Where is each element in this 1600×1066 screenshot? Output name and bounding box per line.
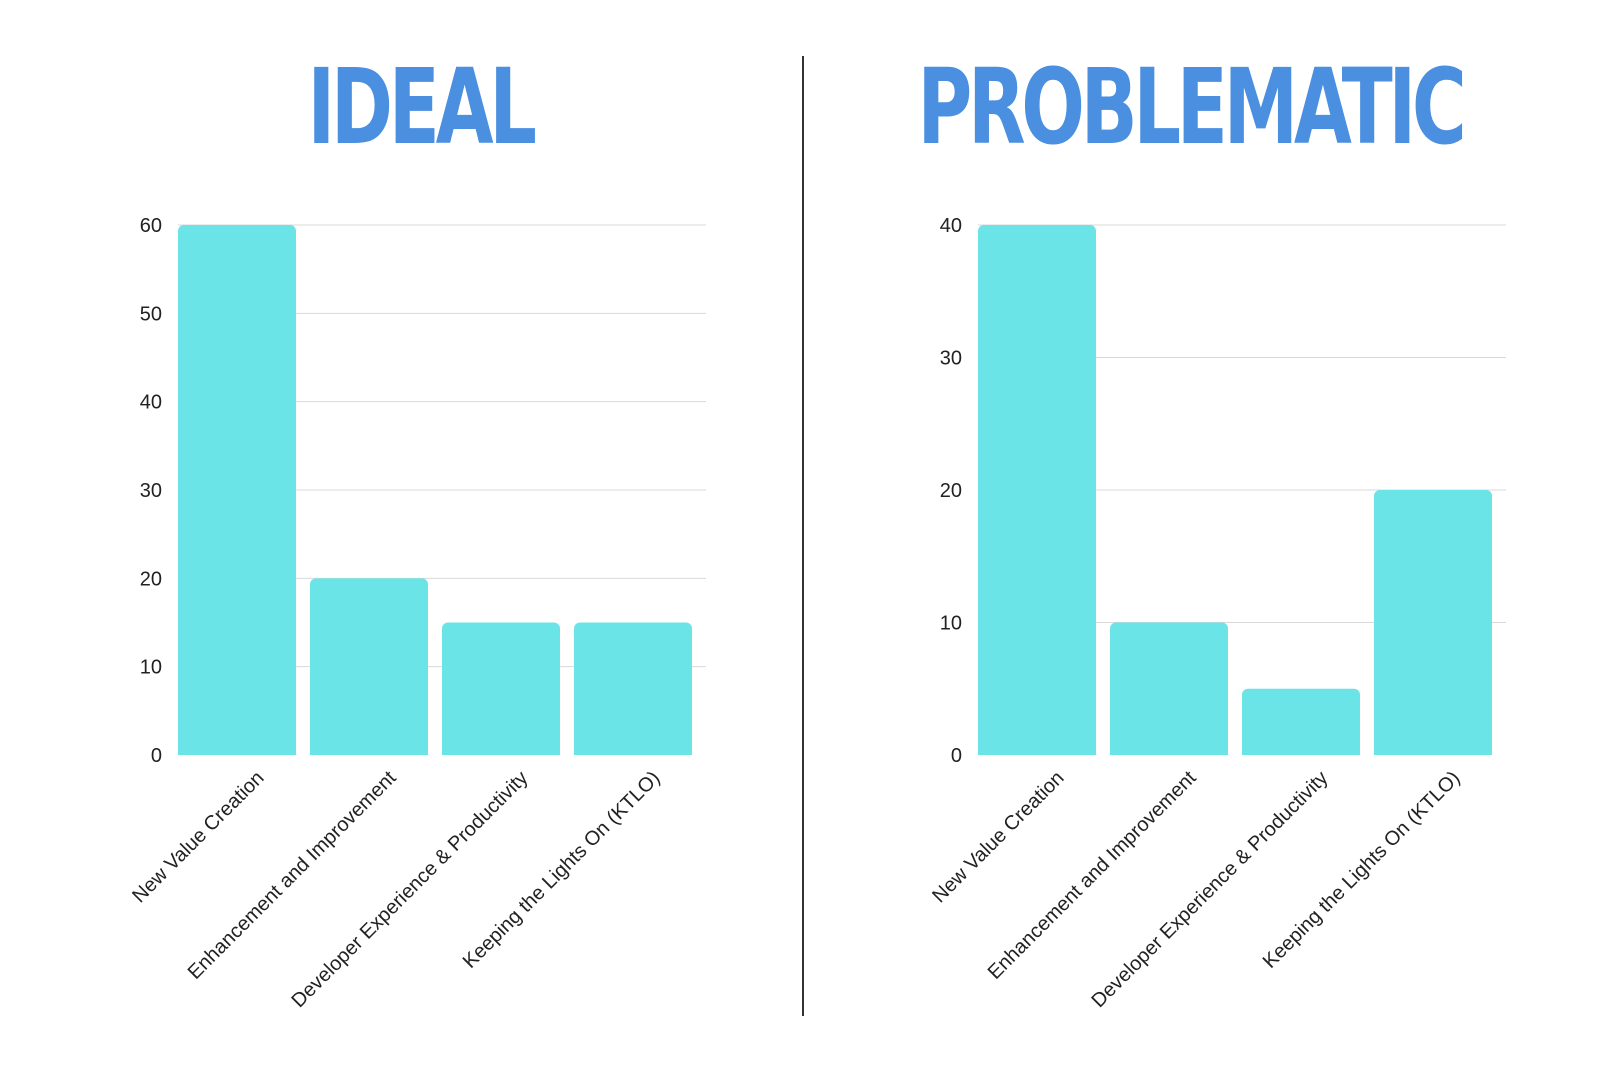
y-tick-label: 10 [940,613,962,635]
y-tick-label: 40 [940,215,962,237]
bar-base [1242,747,1360,755]
bar [1110,622,1228,755]
bar [442,622,560,755]
bar-base [1110,747,1228,755]
x-category-label: Enhancement and Improvement [184,767,401,984]
y-tick-label: 30 [140,480,162,502]
y-tick-label: 20 [140,568,162,590]
y-tick-label: 60 [140,215,162,237]
y-tick-label: 40 [140,392,162,414]
bar-base [178,747,296,755]
bar [1374,490,1492,755]
bar-base [442,747,560,755]
bar-base [574,747,692,755]
panel-divider [802,56,804,1016]
bar [1242,688,1360,755]
y-tick-label: 20 [940,480,962,502]
chart-title-problematic: PROBLEMATIC [917,46,1466,168]
bar [310,578,428,755]
chart-title-ideal: IDEAL [307,46,537,168]
x-category-label: New Value Creation [128,767,268,907]
bar-base [1374,747,1492,755]
y-tick-label: 10 [140,657,162,679]
bar [178,225,296,755]
x-category-label: Developer Experience & Productivity [287,767,532,1012]
chart-ideal: 0 10 20 30 40 50 60 New Value CreationEnhanceme… [128,215,706,1012]
x-category-label: Enhancement and Improvement [984,767,1201,984]
bar-base [978,747,1096,755]
y-tick-label: 30 [940,348,962,370]
bar-base [310,747,428,755]
y-tick-label: 0 [951,745,962,767]
bar [574,622,692,755]
y-tick-label: 0 [151,745,162,767]
bar [978,225,1096,755]
x-category-label: Developer Experience & Productivity [1087,767,1332,1012]
y-tick-label: 50 [140,303,162,325]
x-category-label: New Value Creation [928,767,1068,907]
